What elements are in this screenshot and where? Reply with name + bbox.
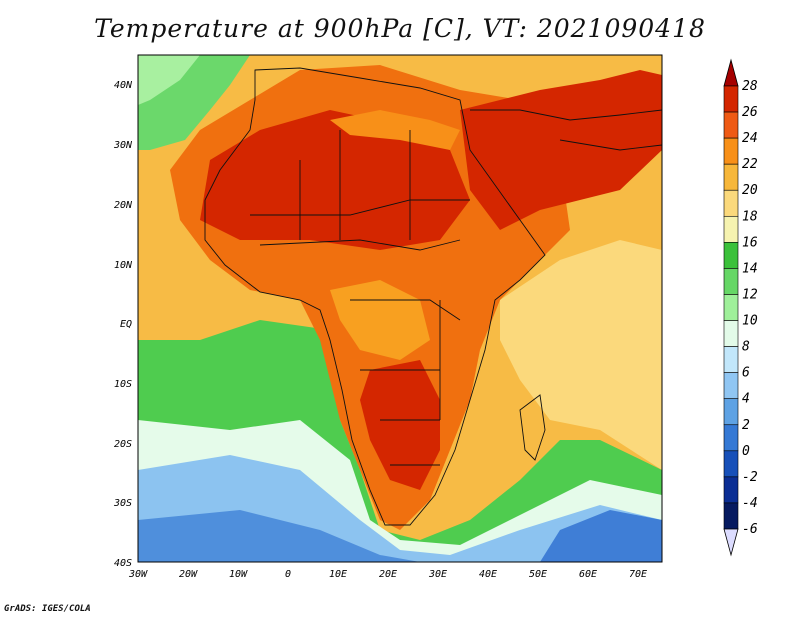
lat-label: 10N: [114, 260, 133, 271]
latitude-axis: 40N 30N 20N 10N EQ 10S 20S 30S 40S: [113, 80, 133, 569]
lat-label: 30S: [113, 498, 132, 509]
south-ocean-deep-blue-field: [138, 510, 420, 562]
lat-label: 20N: [114, 200, 133, 211]
lon-label: 20E: [379, 569, 397, 580]
colorbar-label: 10: [742, 314, 758, 329]
colorbar-swatch: [723, 111, 739, 139]
map-panel: [138, 55, 662, 562]
colorbar-swatch: [723, 424, 739, 452]
lon-label: 40E: [479, 569, 497, 580]
colorbar-label: 26: [742, 105, 758, 120]
colorbar-label: 12: [742, 287, 758, 302]
mediterranean-warm-field: [330, 110, 460, 150]
lon-label: 60E: [579, 569, 597, 580]
lon-label: 30W: [128, 569, 148, 580]
colorbar-down-arrow-icon: [723, 528, 739, 557]
lat-label: 20S: [114, 439, 132, 450]
colorbar-swatch: [723, 450, 739, 478]
colorbar-swatch: [723, 163, 739, 191]
indian-ocean-yellow-field: [500, 240, 662, 470]
lon-label: 70E: [629, 569, 647, 580]
lon-label: 30E: [428, 569, 447, 580]
longitude-axis: 30W 20W 10W 0 10E 20E 30E 40E 50E 60E 70…: [128, 569, 647, 580]
colorbar-label: 4: [742, 392, 750, 407]
colorbar-label: 24: [742, 131, 758, 146]
map-frame: [137, 54, 663, 563]
colorbar-label: 0: [742, 444, 750, 459]
colorbar-label: 2: [742, 418, 750, 433]
colorbar-label: 28: [742, 79, 758, 94]
colorbar-swatch: [723, 85, 739, 113]
colorbar-swatch: [723, 346, 739, 373]
colorbar-label: 6: [742, 366, 750, 381]
colorbar-up-arrow-icon: [723, 58, 739, 87]
colorbar-swatch: [723, 398, 739, 426]
colorbar-label: 22: [742, 157, 758, 172]
colorbar-swatch: [723, 268, 739, 295]
colorbar-swatch: [723, 372, 739, 400]
colorbar-swatch: [723, 502, 739, 530]
colorbar-label: 8: [742, 340, 750, 355]
colorbar-swatch: [723, 137, 739, 165]
map-title: Temperature at 900hPa [C], VT: 202109041…: [94, 14, 706, 43]
lat-label: 10S: [114, 379, 132, 390]
lat-label: 40S: [114, 558, 132, 569]
lon-label: 10W: [229, 569, 248, 580]
lon-label: 10E: [329, 569, 347, 580]
colorbar-label: -2: [742, 470, 758, 485]
grads-credit: GrADS: IGES/COLA: [4, 604, 91, 614]
colorbar-swatch: [723, 215, 739, 243]
lat-label: EQ: [120, 319, 132, 330]
south-indian-deep-blue-field: [540, 510, 662, 562]
colorbar-label: 18: [742, 209, 758, 224]
colorbar-label: 16: [742, 235, 758, 250]
colorbar-label: 20: [742, 183, 758, 198]
lat-label: 40N: [114, 80, 133, 91]
colorbar-label: 14: [742, 261, 758, 276]
north-atlantic-mild-field: [138, 55, 200, 105]
colorbar-label: -4: [742, 496, 758, 511]
colorbar-swatch: [723, 242, 739, 269]
lon-label: 20W: [179, 569, 198, 580]
colorbar-swatch: [723, 189, 739, 217]
colorbar-swatch: [723, 476, 739, 504]
lat-label: 30N: [113, 140, 133, 151]
colorbar-swatch: [723, 294, 739, 321]
colorbar-label: -6: [742, 522, 758, 537]
lon-label: 0: [285, 569, 291, 580]
lon-label: 50E: [529, 569, 547, 580]
colorbar-swatch: [723, 320, 739, 347]
coastlines: [204, 67, 662, 526]
southern-africa-hot-field: [360, 360, 440, 490]
